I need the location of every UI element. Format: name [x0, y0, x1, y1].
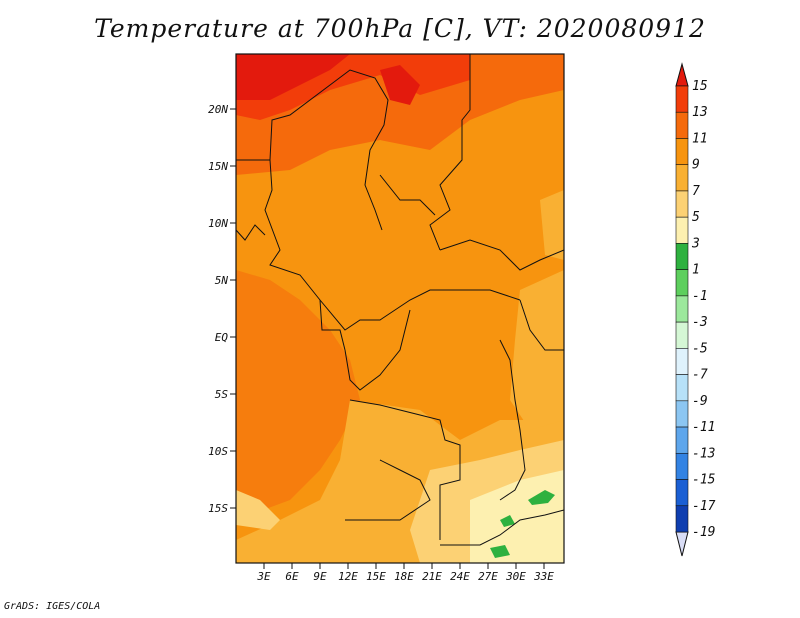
colorbar-label: -15	[692, 473, 716, 488]
colorbar-swatch	[675, 111, 689, 139]
lat-tick: 5S	[215, 388, 229, 401]
lon-tick: 12E	[338, 570, 358, 583]
colorbar-bottom-arrow	[675, 531, 689, 557]
map-title: Temperature at 700hPa [C], VT: 202008091…	[94, 14, 706, 43]
lat-tick: 20N	[208, 103, 228, 116]
colorbar-swatch	[675, 348, 689, 375]
lat-tick: 10S	[208, 445, 228, 458]
latitude-axis: 20N 15N 10N 5N EQ 5S 10S 15S	[208, 103, 236, 515]
colorbar-label: 5	[692, 210, 700, 225]
colorbar-swatch	[675, 138, 689, 166]
colorbar: 15 13 11 9 7 5 3 1 -1 -3 -5 -7 -9 -11 -13 -15 -17 -19	[675, 62, 716, 557]
lat-tick: 5N	[215, 274, 229, 287]
colorbar-label: -7	[692, 368, 708, 383]
colorbar-label: -17	[692, 499, 716, 514]
colorbar-swatch	[675, 295, 689, 323]
colorbar-swatch	[675, 269, 689, 297]
lat-tick: 15N	[208, 160, 228, 173]
colorbar-swatch	[675, 400, 689, 428]
lat-tick: 10N	[208, 217, 228, 230]
country-borders	[235, 54, 565, 546]
lon-tick: 18E	[394, 570, 414, 583]
lon-tick: 27E	[478, 570, 498, 583]
lon-tick: 15E	[366, 570, 386, 583]
map-frame	[235, 53, 565, 564]
colorbar-label: 7	[692, 184, 700, 199]
lon-tick: 21E	[422, 570, 442, 583]
colorbar-label: -1	[692, 289, 708, 304]
colorbar-label: 15	[692, 79, 708, 94]
colorbar-label: 1	[692, 263, 700, 278]
colorbar-swatch	[675, 85, 689, 113]
colorbar-swatch	[675, 216, 689, 244]
colorbar-swatch	[675, 426, 689, 454]
colorbar-label: -19	[692, 525, 715, 540]
colorbar-label: -11	[692, 420, 715, 435]
lat-tick: 15S	[208, 502, 228, 515]
lat-tick: EQ	[215, 331, 229, 344]
colorbar-label: 11	[692, 131, 708, 146]
temperature-field	[236, 54, 564, 563]
colorbar-swatch	[675, 452, 689, 480]
colorbar-swatch	[675, 374, 689, 402]
colorbar-swatch	[675, 243, 689, 270]
colorbar-label: 3	[691, 236, 700, 251]
lon-tick: 33E	[533, 570, 554, 583]
colorbar-swatch	[675, 505, 689, 533]
longitude-axis: 3E 6E 9E 12E 15E 18E 21E 24E 27E 30E 33E	[256, 563, 554, 583]
colorbar-label: -3	[692, 315, 708, 330]
colorbar-label: -13	[692, 446, 715, 461]
colorbar-label: -9	[692, 394, 708, 409]
credit-text: GrADS: IGES/COLA	[4, 601, 101, 612]
colorbar-label: 9	[692, 158, 700, 173]
colorbar-label: 13	[692, 105, 708, 120]
lon-tick: 30E	[505, 570, 526, 583]
colorbar-swatch	[675, 190, 689, 218]
lon-tick: 6E	[285, 570, 299, 583]
lon-tick: 9E	[313, 570, 327, 583]
colorbar-top-arrow	[675, 62, 689, 87]
lon-tick: 3E	[256, 570, 271, 583]
colorbar-swatch	[675, 164, 689, 192]
lon-tick: 24E	[450, 570, 470, 583]
colorbar-swatch	[675, 479, 689, 507]
colorbar-swatch	[675, 321, 689, 349]
colorbar-label: -5	[692, 341, 708, 356]
